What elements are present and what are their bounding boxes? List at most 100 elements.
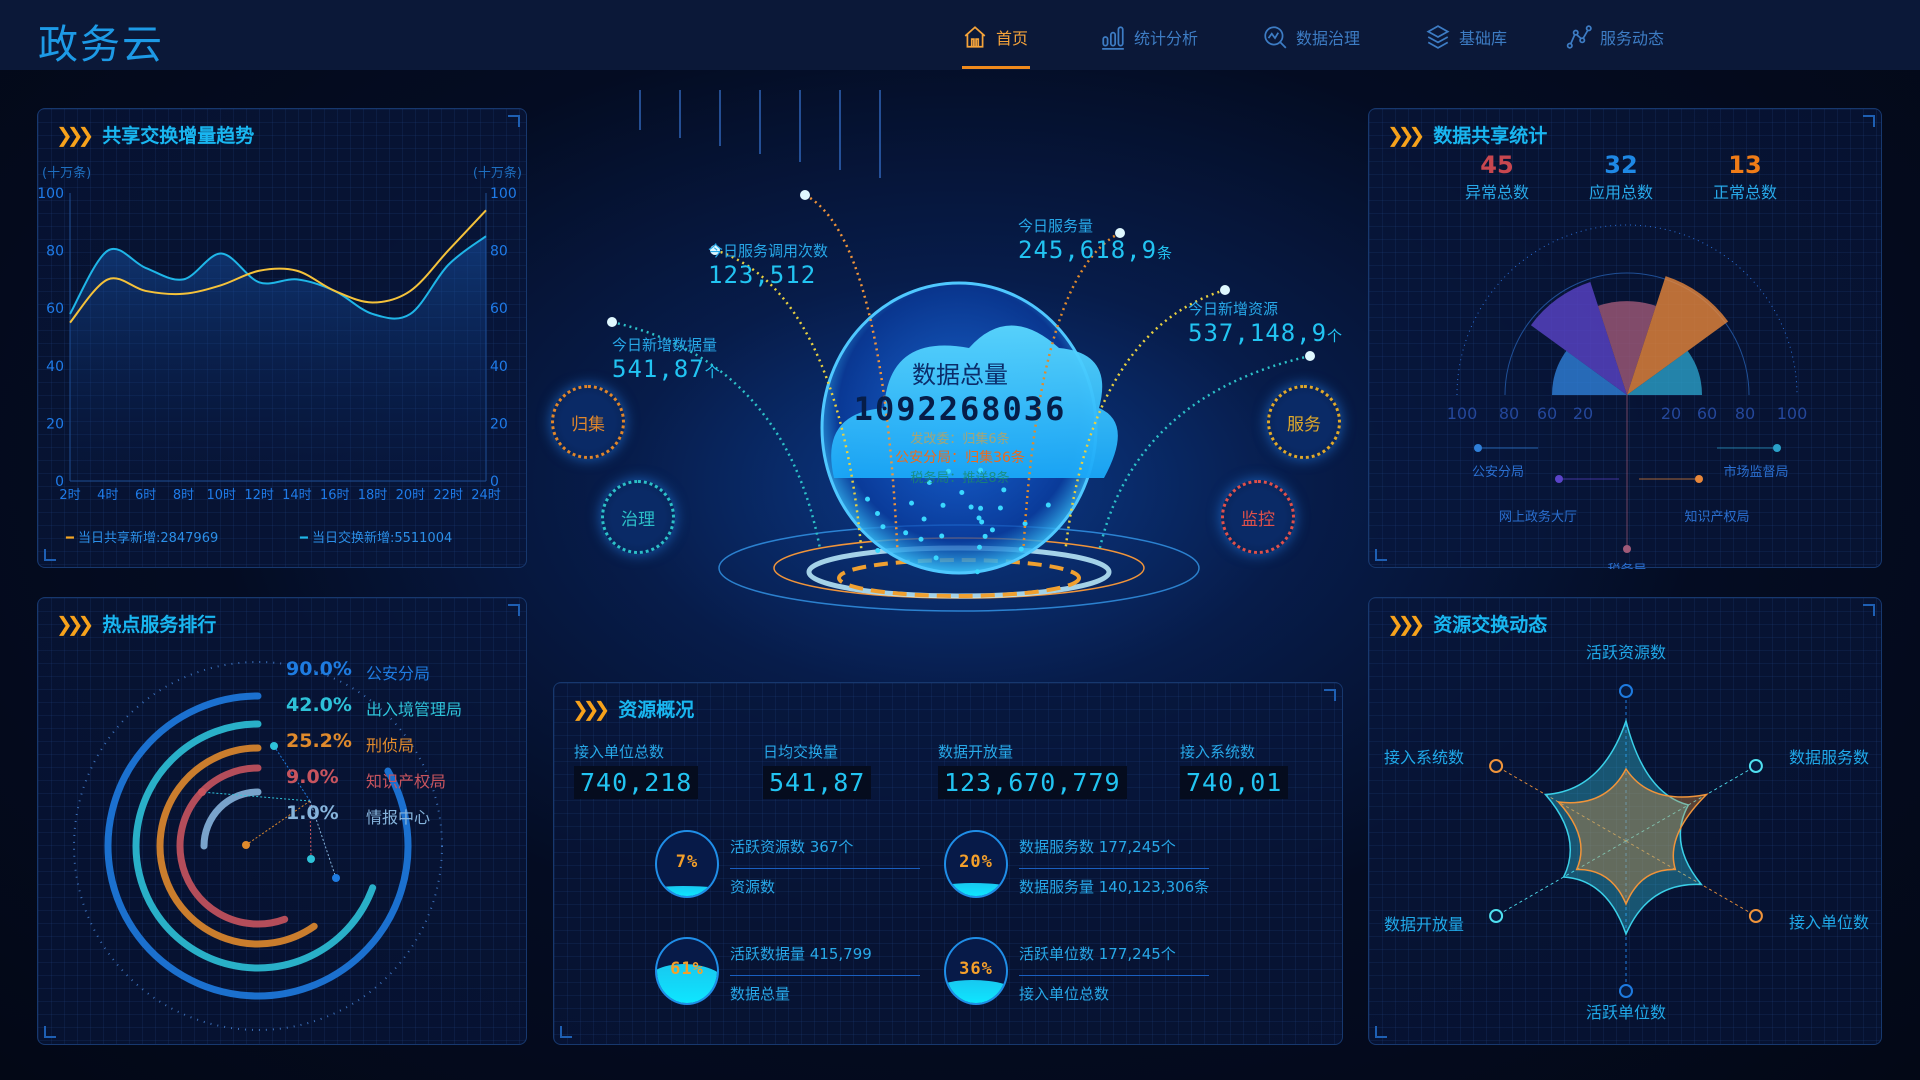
stat-service-calls: 今日服务调用次数 123,512 <box>708 242 829 289</box>
x-tick-label: 2时 <box>59 488 80 503</box>
network-node <box>978 467 984 473</box>
divider <box>1019 975 1209 976</box>
network-node <box>874 511 880 517</box>
network-node <box>1022 521 1028 527</box>
nav-label: 基础库 <box>1459 29 1508 48</box>
legend-share: ━ 当日共享新增:2847969 <box>66 531 219 546</box>
network-node <box>959 490 965 496</box>
dotted-ring <box>73 661 443 1031</box>
network-icon <box>1566 25 1592 49</box>
nav-base-library[interactable]: 基础库 <box>1425 24 1507 50</box>
x-tick-label: 10时 <box>206 488 236 503</box>
pointer-line <box>273 745 311 802</box>
radar-axis <box>1495 765 1627 842</box>
radar-series-shape <box>1543 718 1704 937</box>
series-line <box>69 235 487 320</box>
stat-new-data: 今日新增数据量 541,87个 <box>612 336 721 383</box>
legend-exchange: ━ 当日交换新增:5511004 <box>300 531 453 546</box>
x-tick-label: 8时 <box>173 488 194 503</box>
y-tick-label-left: 0 <box>55 474 64 490</box>
network-node <box>933 555 939 561</box>
radar-axis-label: 活跃单位数 <box>1586 1003 1666 1022</box>
x-tick-label: 20时 <box>396 488 426 503</box>
nav-service-dynamics[interactable]: 服务动态 <box>1566 24 1664 50</box>
pointer-dot <box>270 742 278 750</box>
panel-title: ❯❯❯ 资源概况 <box>572 696 695 722</box>
network-node <box>1001 487 1007 493</box>
gauge-fill <box>946 883 1006 896</box>
gauge-top-text: 活跃单位数 177,245个 <box>1019 945 1176 963</box>
node-0[interactable]: 归集 <box>551 385 625 459</box>
divider <box>730 975 920 976</box>
x-tick-label: 14时 <box>282 488 312 503</box>
x-tick-label: 24时 <box>471 488 501 503</box>
network-node <box>1045 502 1051 508</box>
node-1[interactable]: 治理 <box>601 480 675 554</box>
y-unit-left: (十万条) <box>42 166 92 181</box>
node-2[interactable]: 服务 <box>1267 385 1341 459</box>
network-node <box>875 547 881 553</box>
network-node <box>903 530 909 536</box>
layers-icon <box>1426 25 1450 49</box>
nav-data-governance[interactable]: 数据治理 <box>1262 24 1360 50</box>
gauge-top-text: 活跃资源数 367个 <box>730 838 854 856</box>
data-flow-line <box>804 193 899 551</box>
kpi: 32 应用总数 <box>1588 151 1653 202</box>
trend-panel: ❯❯❯ 共享交换增量趋势 (十万条) (十万条) 0 0 20 20 40 40 60 60 80… <box>37 108 527 568</box>
axis-tick-label: 100 <box>1447 404 1478 423</box>
panel-title: ❯❯❯ 热点服务排行 <box>56 611 217 637</box>
metric: 接入系统数 740,01 <box>1180 741 1289 799</box>
liquid-gauge: 36% <box>944 937 1008 1005</box>
axis-end-marker <box>1748 909 1763 923</box>
ranking-arcs <box>73 661 443 1031</box>
network-node <box>918 536 924 542</box>
axis-end-marker <box>1748 759 1763 773</box>
chevron-icon: ❯❯❯ <box>572 696 610 721</box>
network-node <box>921 516 927 522</box>
exchange-panel: ❯❯❯ 资源交换动态 活跃资源数 数据服务数 接入单位数 活跃单位数 数据开放量 接入系统数 <box>1368 597 1882 1045</box>
platform-dash <box>837 558 1081 598</box>
search-chart-icon <box>1264 26 1287 49</box>
nav-statistics[interactable]: 统计分析 <box>1100 24 1198 50</box>
network-node <box>979 519 985 525</box>
radar-axis <box>1625 840 1757 917</box>
y-tick-label-right: 100 <box>490 186 517 202</box>
nav-label: 数据治理 <box>1296 29 1361 48</box>
data-total: 数据总量 1092268036 发改委：归集6条 公安分局：归集36条 税务局：… <box>853 361 1067 486</box>
pointer-dot <box>307 855 315 863</box>
gauge-bottom-text: 接入单位总数 <box>1019 985 1110 1003</box>
x-tick-label: 22时 <box>433 488 463 503</box>
axis-tick-label: 60 <box>1537 404 1557 423</box>
gauge-bottom-text: 数据总量 <box>730 985 791 1003</box>
ranking-pct: 90.0% <box>286 658 352 680</box>
nav-home[interactable]: 首页 <box>962 24 1028 50</box>
y-tick-label-left: 100 <box>38 186 64 202</box>
pointer-dot <box>242 841 250 849</box>
node-3[interactable]: 监控 <box>1221 480 1295 554</box>
y-tick-label-left: 40 <box>46 359 64 375</box>
x-tick-label: 16时 <box>320 488 350 503</box>
rose-sector <box>1530 282 1627 395</box>
gauge-pct: 20% <box>959 852 993 872</box>
axis-tick-label: 60 <box>1697 404 1717 423</box>
gauge-top-text: 数据服务数 177,245个 <box>1019 838 1176 856</box>
ranking-panel: ❯❯❯ 热点服务排行 90.0% 公安分局 42.0% 出入境管理局 25.2% 刑侦局 9.… <box>37 597 527 1045</box>
network-node <box>1018 546 1024 552</box>
glow-dot <box>800 190 810 200</box>
share-panel: ❯❯❯ 数据共享统计 45 异常总数 32 应用总数 13 正常总数 100 80 60 20 20… <box>1368 108 1882 569</box>
y-tick-label-right: 80 <box>490 244 508 260</box>
nav-label: 服务动态 <box>1600 29 1665 48</box>
network-node <box>939 533 945 539</box>
gauge-fill <box>946 979 1006 1003</box>
chevron-icon: ❯❯❯ <box>56 122 94 147</box>
divider <box>730 868 920 869</box>
network-node <box>976 515 982 521</box>
network-node <box>978 505 984 511</box>
category-label: 市场监督局 <box>1723 464 1788 480</box>
axis-end-marker <box>1619 984 1633 998</box>
network-node <box>989 527 995 533</box>
y-tick-label-left: 80 <box>46 244 64 260</box>
trend-line-chart: 0 0 20 20 40 40 60 60 80 80 100 100 2时 4时 6时 8时 10时 12时 14… <box>38 186 517 503</box>
chevron-icon: ❯❯❯ <box>1387 611 1425 636</box>
